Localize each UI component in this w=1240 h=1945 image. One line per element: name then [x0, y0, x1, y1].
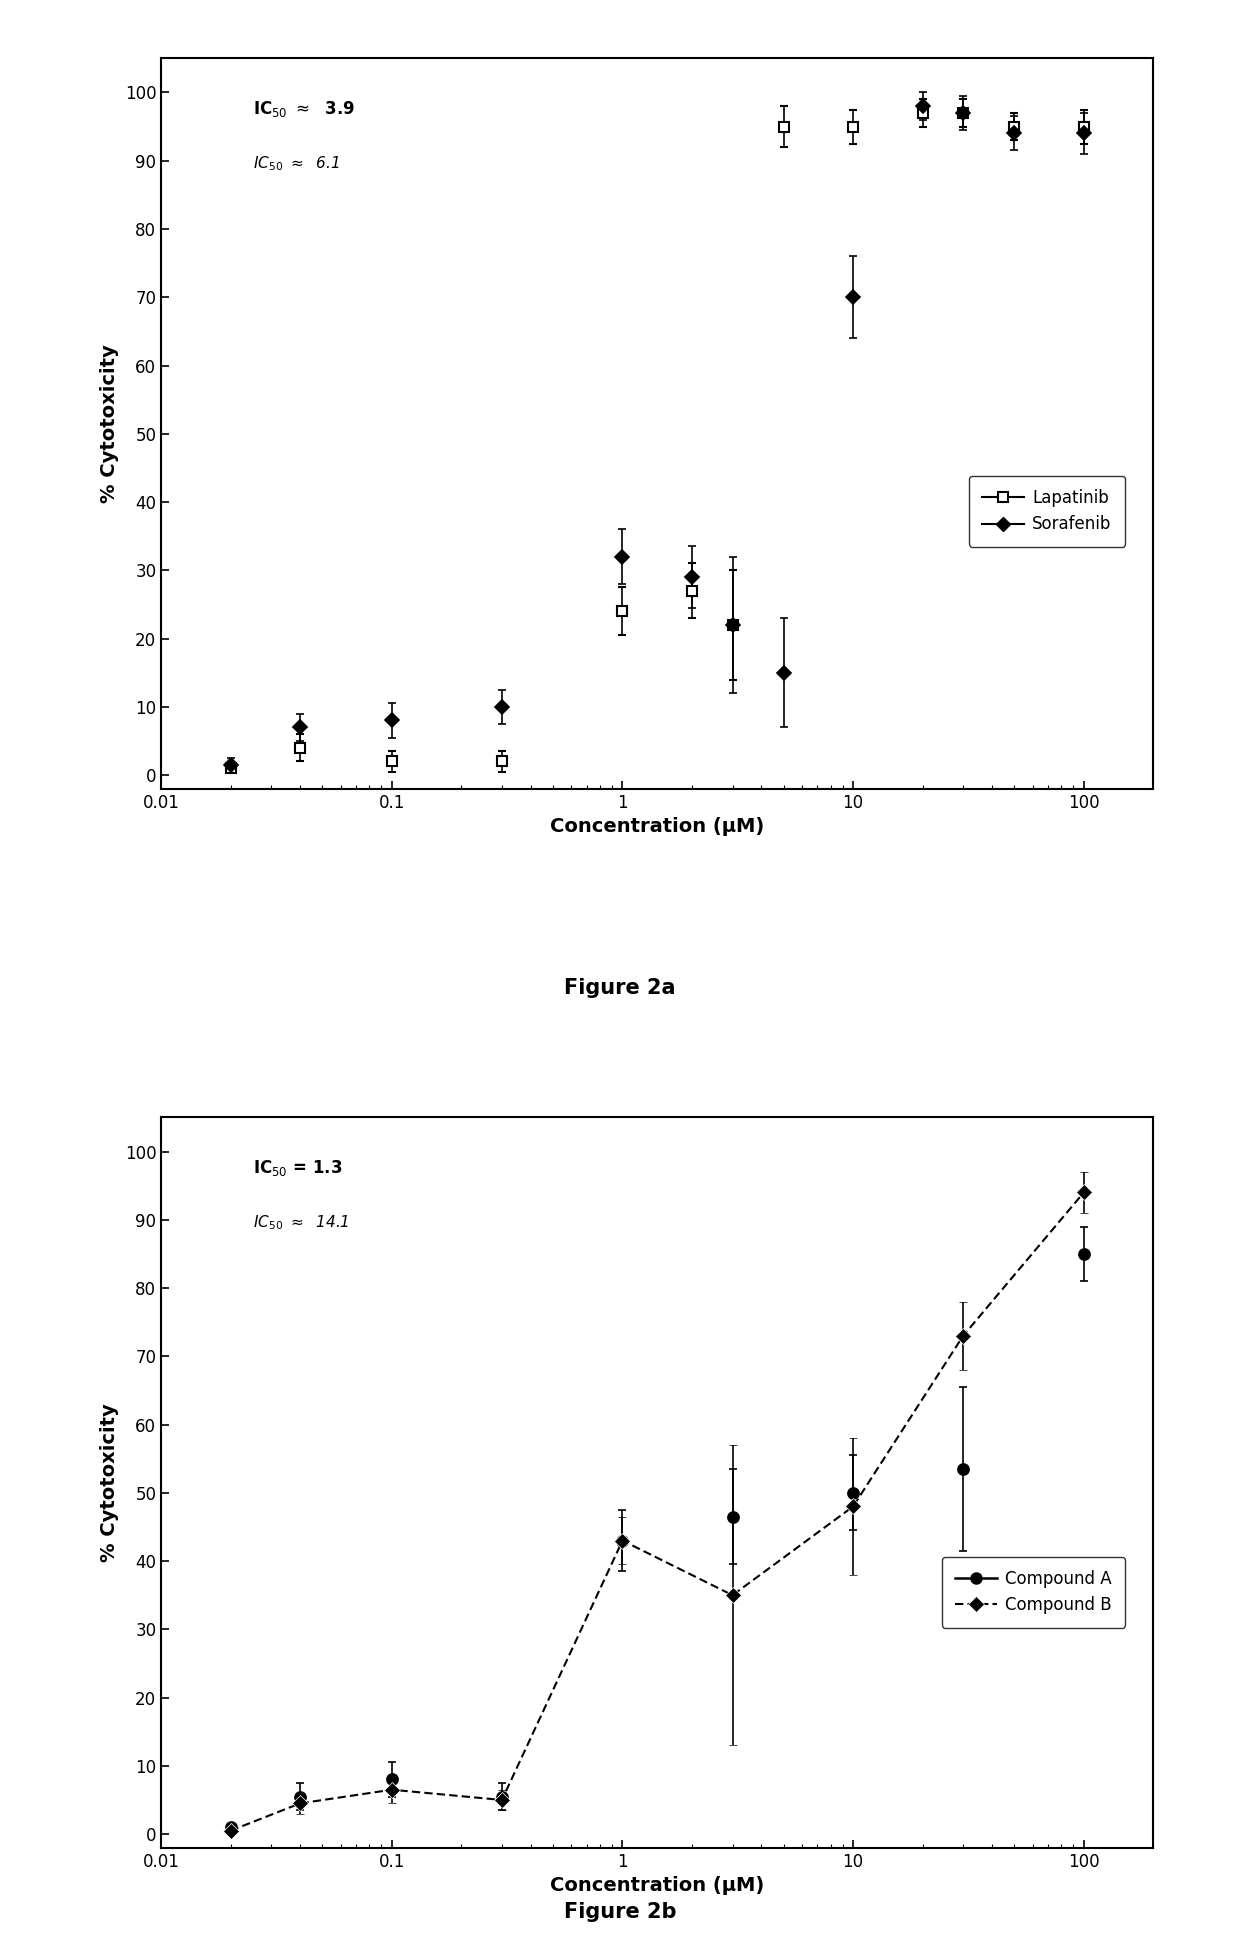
Legend: Lapatinib, Sorafenib: Lapatinib, Sorafenib — [968, 477, 1125, 547]
Legend: Compound A, Compound B: Compound A, Compound B — [941, 1556, 1125, 1628]
Text: Figure 2a: Figure 2a — [564, 978, 676, 998]
X-axis label: Concentration (μM): Concentration (μM) — [551, 817, 764, 836]
Y-axis label: % Cytotoxicity: % Cytotoxicity — [100, 344, 119, 504]
Text: Figure 2b: Figure 2b — [564, 1902, 676, 1922]
Text: IC$_{50}$ = 1.3: IC$_{50}$ = 1.3 — [253, 1159, 342, 1179]
Text: IC$_{50}$ $\approx$  14.1: IC$_{50}$ $\approx$ 14.1 — [253, 1214, 350, 1231]
Text: IC$_{50}$ $\approx$  3.9: IC$_{50}$ $\approx$ 3.9 — [253, 99, 355, 119]
X-axis label: Concentration (μM): Concentration (μM) — [551, 1877, 764, 1894]
Text: IC$_{50}$ $\approx$  6.1: IC$_{50}$ $\approx$ 6.1 — [253, 154, 340, 173]
Y-axis label: % Cytotoxicity: % Cytotoxicity — [100, 1402, 119, 1562]
